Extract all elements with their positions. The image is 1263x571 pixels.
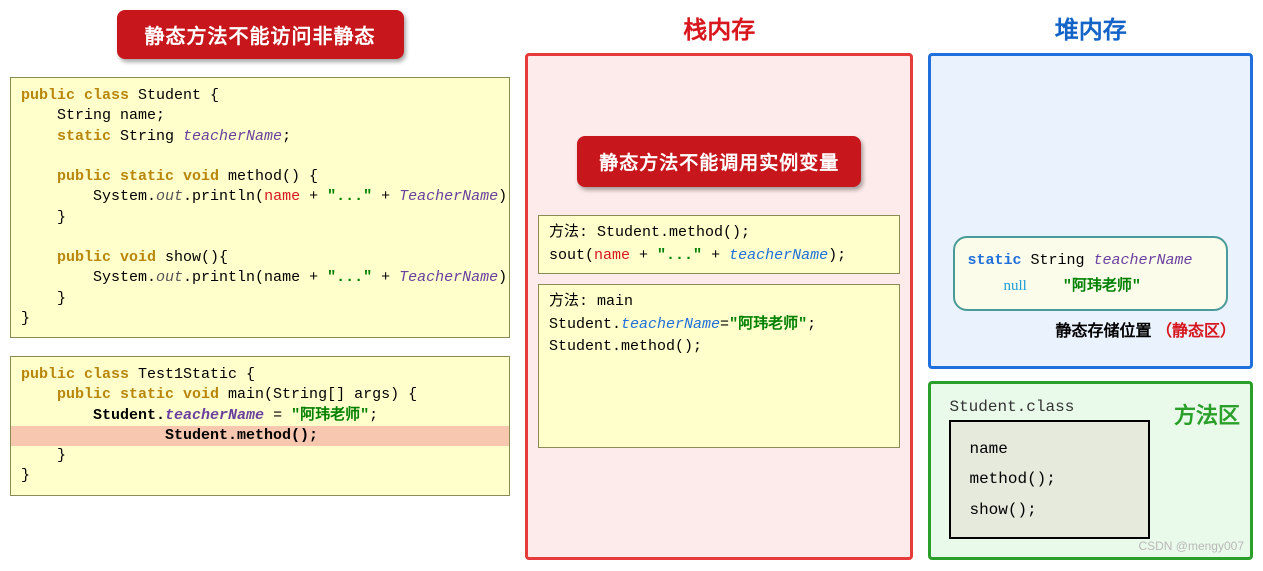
teacherName-decl: teacherName (183, 128, 282, 145)
member-name: name (969, 434, 1130, 464)
stack-panel: 静态方法不能调用实例变量 方法: Student.method(); sout(… (525, 53, 913, 560)
heap-column: 堆内存 static String teacherName null "阿玮老师… (928, 10, 1253, 560)
code-column: 静态方法不能访问非静态 public class Student { Strin… (10, 10, 510, 560)
highlighted-line: Student.method(); (11, 426, 509, 446)
watermark: CSDN @mengy007 (1138, 539, 1244, 553)
heap-panel: static String teacherName null "阿玮老师" 静态… (928, 53, 1253, 369)
member-method: method(); (969, 464, 1130, 494)
stack-frame-method: 方法: Student.method(); sout(name + "..." … (538, 215, 900, 274)
static-storage-bubble: static String teacherName null "阿玮老师" (953, 236, 1228, 311)
heap-heading: 堆内存 (928, 10, 1253, 45)
static-area-label: 静态存储位置 （静态区） (941, 317, 1240, 341)
class-members-box: name method(); show(); (949, 420, 1150, 539)
stack-column: 栈内存 静态方法不能调用实例变量 方法: Student.method(); s… (525, 10, 913, 560)
stack-banner: 静态方法不能调用实例变量 (577, 136, 861, 187)
method-area-title: 方法区 (1174, 398, 1240, 430)
banner-top: 静态方法不能访问非静态 (117, 10, 404, 59)
stack-heading: 栈内存 (525, 10, 913, 45)
code-test-class: public class Test1Static { public static… (10, 356, 510, 496)
stack-frame-main: 方法: main Student.teacherName="阿玮老师"; Stu… (538, 284, 900, 448)
method-area-panel: Student.class 方法区 name method(); show();… (928, 381, 1253, 560)
member-show: show(); (969, 495, 1130, 525)
code-student-class: public class Student { String name; stat… (10, 77, 510, 338)
